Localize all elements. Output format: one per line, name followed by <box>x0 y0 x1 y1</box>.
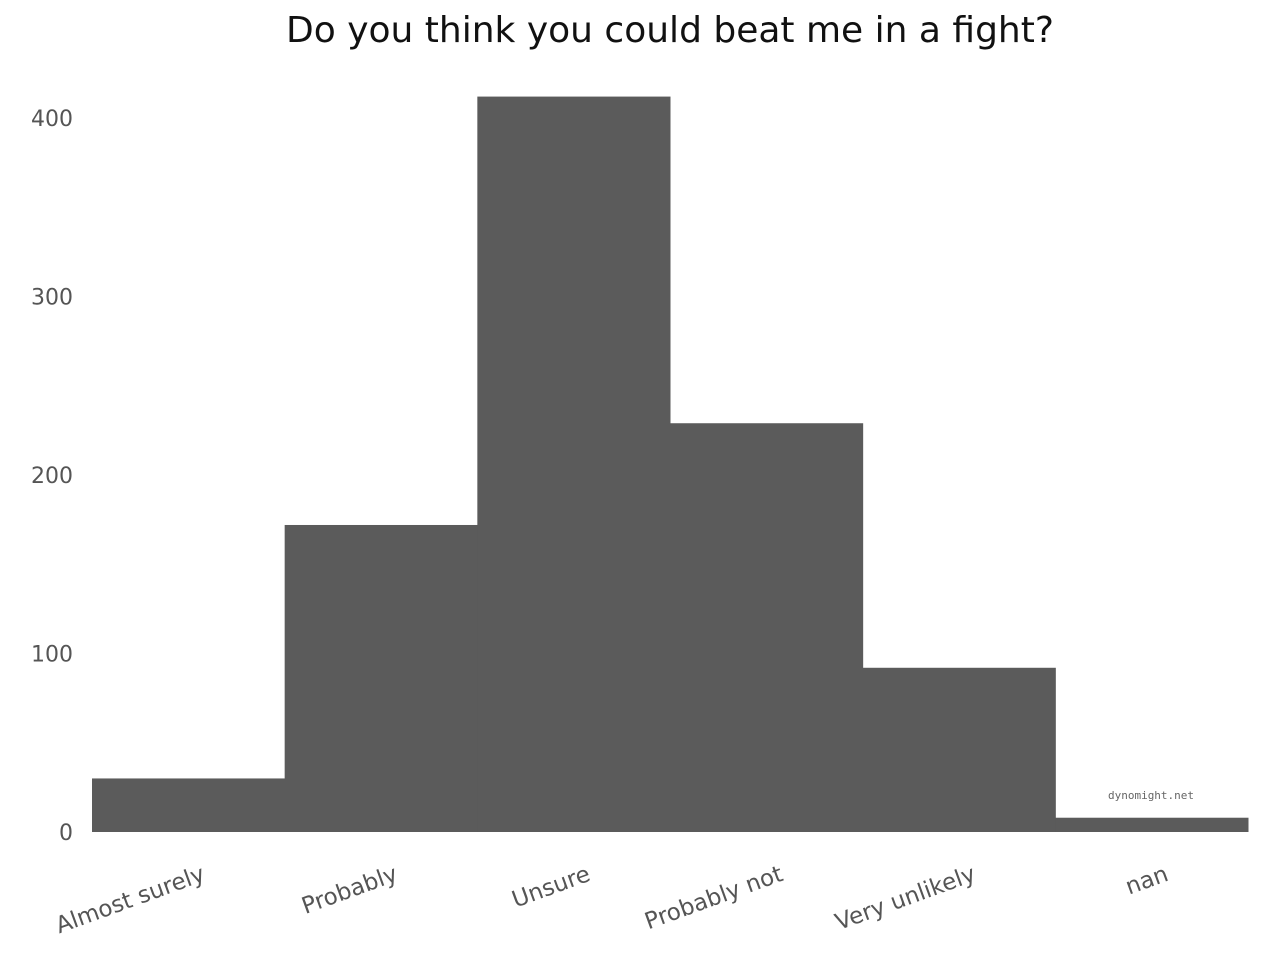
watermark: dynomight.net <box>1108 789 1194 802</box>
y-tick-label: 0 <box>59 821 73 846</box>
x-tick-label: Probably <box>298 861 401 920</box>
y-axis-ticks: 0 100 200 300 400 <box>31 107 73 846</box>
bar-very-unlikely <box>862 667 1056 832</box>
x-tick-label: Very unlikely <box>832 861 979 936</box>
y-tick-label: 300 <box>31 286 73 311</box>
bars-group <box>92 96 1249 832</box>
x-tick-label: Almost surely <box>52 861 208 939</box>
x-axis-ticks: Almost surely Probably Unsure Probably not V… <box>52 861 1171 939</box>
bar-unsure <box>477 96 671 832</box>
bar-almost-surely <box>92 778 286 832</box>
bar-probably-not <box>670 423 864 832</box>
x-tick-label: nan <box>1122 861 1172 900</box>
x-tick-label: Probably not <box>641 861 786 935</box>
bar-probably <box>284 524 478 832</box>
chart-title: Do you think you could beat me in a figh… <box>286 10 1054 51</box>
x-tick-label: Unsure <box>509 861 594 913</box>
y-tick-label: 200 <box>31 464 73 489</box>
bar-nan <box>1055 817 1249 832</box>
y-tick-label: 100 <box>31 643 73 668</box>
y-tick-label: 400 <box>31 107 73 132</box>
